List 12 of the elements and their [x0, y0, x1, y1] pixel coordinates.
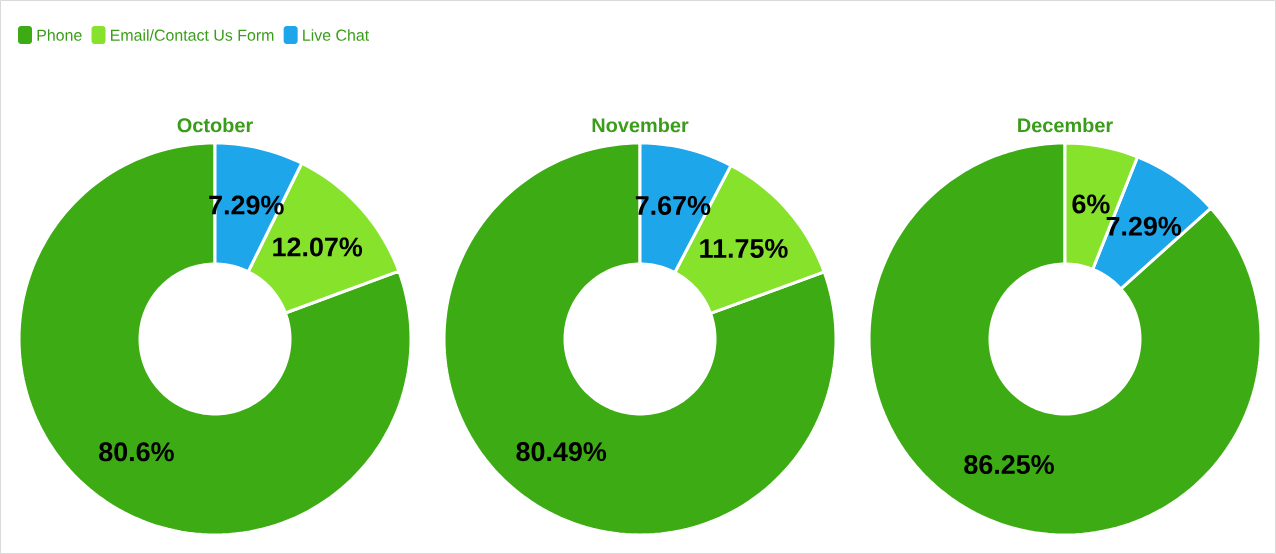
data-label: 12.07% [273, 237, 363, 257]
data-label: 86.25% [964, 455, 1054, 475]
data-label: 80.49% [516, 442, 607, 462]
data-label: 80.6% [99, 442, 174, 462]
legend-label: Email/Contact Us Form [111, 29, 274, 41]
chart-title: November [592, 117, 689, 133]
text: October [177, 117, 253, 133]
data-label: 6% [1072, 194, 1110, 214]
chart-title: December [1018, 117, 1113, 133]
data-label: 11.75% [700, 238, 788, 258]
legend-label: Live Chat [303, 29, 370, 41]
legend-label: Phone [37, 29, 82, 41]
